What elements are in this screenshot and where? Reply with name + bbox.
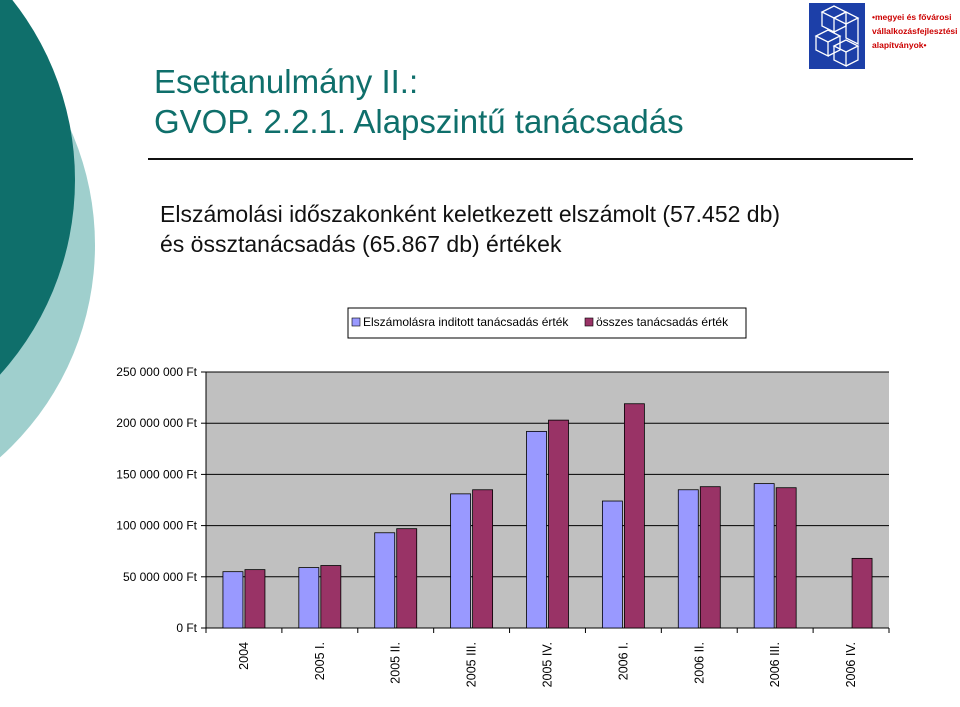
- y-tick-label: 0 Ft: [176, 621, 197, 635]
- x-category-label: 2006 I.: [616, 642, 630, 680]
- y-tick-label: 150 000 000 Ft: [116, 467, 197, 481]
- y-tick-label: 250 000 000 Ft: [116, 365, 197, 379]
- legend-label-0: Elszámolásra inditott tanácsadás érték: [363, 315, 569, 329]
- bar-osszes-7: [775, 487, 797, 629]
- slide-title-line1: Esettanulmány II.:: [154, 63, 419, 100]
- logo-text-line2: vállalkozásfejlesztési: [872, 26, 958, 36]
- slide-subtitle-line2: és össztanácsadás (65.867 db) értékek: [160, 231, 562, 257]
- slide-subtitle: Elszámolási időszakonként keletkezett el…: [160, 199, 920, 259]
- bar-osszes-2: [396, 528, 418, 629]
- x-category-label: 2005 II.: [389, 642, 403, 684]
- bar-osszes-1: [320, 565, 342, 629]
- x-category-label: 2005 IV.: [541, 642, 555, 687]
- x-category-label: 2005 I.: [313, 642, 327, 680]
- foundation-logo: •megyei és fővárosi vállalkozásfejleszté…: [808, 2, 958, 70]
- y-tick-label: 50 000 000 Ft: [123, 570, 198, 584]
- slide-title-line2: GVOP. 2.2.1. Alapszintű tanácsadás: [154, 103, 684, 140]
- decor-circle-dark: [0, 0, 75, 375]
- logo-text: •megyei és fővárosi vállalkozásfejleszté…: [872, 10, 958, 52]
- title-divider: [148, 158, 913, 160]
- y-tick-label: 100 000 000 Ft: [116, 519, 197, 533]
- bar-elszamolasra-1: [298, 567, 320, 629]
- y-tick-label: 200 000 000 Ft: [116, 416, 197, 430]
- bar-elszamolasra-3: [450, 493, 472, 629]
- bar-osszes-0: [244, 569, 266, 629]
- bar-elszamolasra-4: [526, 430, 547, 629]
- x-category-label: 2005 III.: [465, 642, 479, 687]
- plot-area: [206, 372, 889, 628]
- bar-osszes-6: [699, 486, 721, 629]
- legend-swatch-0: [351, 317, 361, 327]
- slide-subtitle-line1: Elszámolási időszakonként keletkezett el…: [160, 201, 781, 227]
- bar-elszamolasra-5: [601, 500, 623, 629]
- x-category-label: 2006 III.: [768, 642, 782, 687]
- legend-swatch-1: [584, 317, 594, 327]
- x-category-label: 2006 II.: [692, 642, 706, 684]
- logo-text-line3: alapítványok•: [872, 40, 927, 50]
- slide-title: Esettanulmány II.: GVOP. 2.2.1. Alapszin…: [154, 62, 684, 142]
- bar-osszes-5: [623, 403, 645, 629]
- bar-elszamolasra-7: [753, 483, 775, 629]
- bar-elszamolasra-0: [222, 571, 244, 629]
- legend-box: [347, 307, 747, 339]
- x-category-label: 2006 IV.: [844, 642, 858, 687]
- logo-cube-icon: [809, 3, 865, 69]
- bar-osszes-8: [851, 557, 873, 629]
- bar-elszamolasra-2: [374, 532, 396, 629]
- chart-legend: Elszámolásra inditott tanácsadás érték ös…: [347, 307, 747, 339]
- legend-label-1: összes tanácsadás érték: [596, 315, 729, 329]
- logo-text-line1: •megyei és fővárosi: [872, 12, 952, 22]
- x-category-label: 2004: [237, 642, 251, 670]
- bar-osszes-3: [472, 489, 494, 629]
- bar-osszes-4: [548, 419, 569, 629]
- bar-elszamolasra-6: [677, 489, 699, 629]
